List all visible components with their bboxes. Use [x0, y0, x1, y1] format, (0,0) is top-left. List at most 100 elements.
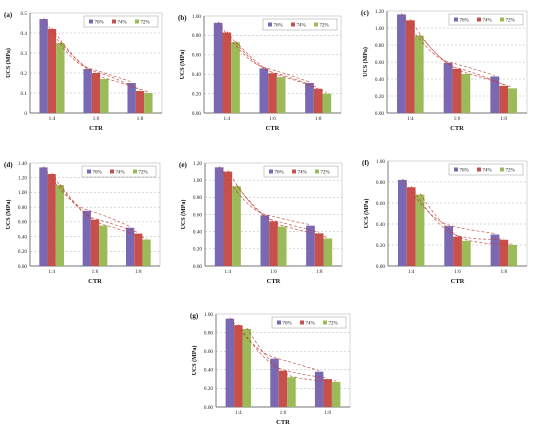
bar-76pct-1-8 [314, 371, 324, 407]
trend-line-72pct [236, 184, 328, 238]
x-axis-label: CTR [89, 125, 103, 132]
x-tick-label: 1:6 [270, 269, 277, 275]
chart-panel-1: 0 0.1 0.2 0.3 0.4 0.5 1:4 1:6 1:8 76% 74% 72% (a) UCS… [4, 11, 163, 132]
legend-swatch [291, 22, 295, 27]
bar-74pct-1-8 [134, 233, 143, 266]
legend-swatch [314, 22, 318, 27]
y-tick-label: 1.20 [375, 9, 384, 15]
legend-label: 72% [321, 171, 330, 176]
y-tick-label: 0.40 [193, 229, 202, 235]
x-axis-label: CTR [88, 278, 102, 285]
trend-line-76pct [401, 13, 495, 76]
bar-72pct-1-8 [322, 93, 332, 113]
bar-74pct-1-4 [47, 174, 56, 266]
trend-line-76pct [402, 178, 496, 234]
y-tick-label: 1.00 [375, 26, 384, 32]
legend-label: 74% [483, 19, 492, 24]
bar-76pct-1-8 [305, 82, 314, 113]
legend-label: 74% [483, 169, 492, 174]
y-tick-label: 0.00 [193, 264, 202, 270]
y-axis-label: UCS (MPa) [5, 48, 12, 78]
y-axis-label: UCS (MPa) [362, 47, 369, 77]
bar-76pct-1-8 [490, 234, 500, 266]
legend-label: 76% [95, 21, 104, 26]
x-tick-label: 1:6 [280, 410, 287, 416]
x-tick-label: 1:4 [235, 410, 242, 416]
bar-74pct-1-4 [222, 32, 232, 113]
x-axis-label: CTR [266, 125, 280, 132]
y-tick-label: 0.20 [18, 249, 27, 255]
trend-line-72pct [235, 40, 327, 93]
y-tick-label: 1.20 [193, 161, 202, 167]
y-tick-label: 0.00 [375, 111, 384, 117]
x-tick-label: 1:8 [316, 269, 323, 275]
trend-line-76pct [43, 166, 131, 228]
bar-72pct-1-4 [232, 186, 241, 266]
legend-swatch [454, 167, 458, 172]
legend-label: 74% [298, 171, 307, 176]
y-tick-label: 0.60 [375, 60, 384, 66]
bar-76pct-1-8 [127, 83, 136, 113]
y-tick-label: 0.5 [21, 11, 28, 17]
bar-74pct-1-4 [47, 29, 57, 113]
legend-swatch [268, 22, 272, 27]
legend-swatch [477, 17, 481, 22]
y-tick-label: 0.80 [193, 195, 202, 201]
panel-label: (b) [178, 14, 187, 22]
y-tick-label: 0.00 [18, 264, 27, 270]
y-tick-label: 0.20 [204, 386, 213, 392]
bar-72pct-1-8 [142, 239, 151, 266]
legend-label: 76% [283, 322, 292, 327]
y-tick-label: 0.80 [204, 330, 213, 336]
panel-label: (g) [190, 312, 199, 320]
bar-74pct-1-4 [234, 325, 243, 407]
chart-panel-7: 0.00 0.20 0.40 0.60 0.80 1.00 1:4 1:6 1:8 76% 74% 7… [190, 312, 351, 426]
bar-76pct-1-4 [39, 167, 48, 266]
y-tick-label: 0.20 [193, 247, 202, 253]
legend-swatch [133, 169, 137, 174]
bar-72pct-1-4 [415, 194, 425, 266]
legend-swatch [500, 17, 504, 22]
y-tick-label: 0.20 [376, 243, 385, 249]
x-tick-label: 1:6 [93, 116, 100, 122]
y-tick-label: 0.40 [375, 77, 384, 83]
x-tick-label: 1:8 [500, 116, 507, 122]
legend-label: 74% [116, 171, 125, 176]
legend-swatch [87, 169, 91, 174]
x-tick-label: 1:8 [315, 116, 322, 122]
legend-swatch [292, 169, 296, 174]
bar-72pct-1-6 [100, 79, 109, 113]
panel-label: (f) [362, 159, 370, 167]
y-axis-label: UCS (MPa) [179, 50, 186, 80]
bar-76pct-1-6 [259, 68, 269, 113]
legend-swatch [135, 19, 139, 24]
bar-74pct-1-8 [323, 379, 332, 407]
trend-line-76pct [43, 17, 132, 83]
legend [83, 15, 159, 28]
y-tick-label: 0.80 [375, 43, 384, 49]
y-tick-label: 0.20 [192, 91, 201, 97]
trend-line-74pct [410, 19, 504, 86]
bar-72pct-1-6 [461, 73, 471, 113]
bar-72pct-1-4 [55, 185, 65, 266]
x-tick-label: 1:8 [135, 269, 142, 275]
legend-label: 72% [506, 19, 515, 24]
legend [448, 13, 524, 26]
bar-76pct-1-6 [444, 226, 454, 266]
y-tick-label: 0.60 [192, 53, 201, 59]
legend-swatch [500, 167, 504, 172]
bar-72pct-1-6 [277, 226, 287, 266]
bar-72pct-1-6 [99, 225, 108, 266]
y-axis-label: UCS (MPa) [191, 346, 198, 376]
bar-76pct-1-6 [83, 69, 92, 113]
legend-label: 74% [297, 24, 306, 29]
trend-line-74pct [227, 170, 320, 233]
y-tick-label: 1.00 [193, 178, 202, 184]
y-tick-label: 1.00 [376, 159, 385, 165]
bar-76pct-1-6 [443, 62, 453, 113]
y-tick-label: 0.60 [376, 201, 385, 207]
trend-line-72pct [419, 193, 513, 245]
bar-76pct-1-6 [82, 210, 91, 266]
x-tick-label: 1:4 [224, 116, 231, 122]
